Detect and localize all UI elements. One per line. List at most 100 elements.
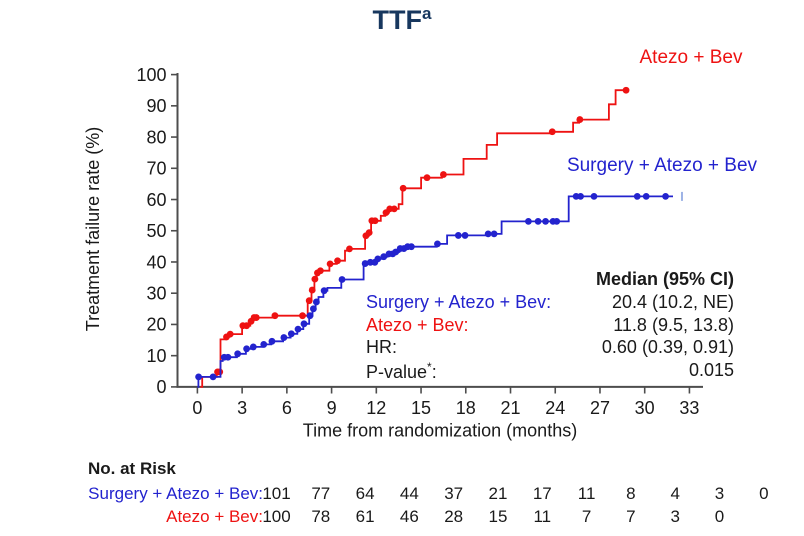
y-tick-label: 100 [136, 65, 166, 85]
risk-cell: 78 [311, 507, 331, 526]
y-tick-label: 0 [156, 377, 166, 397]
event-dot-blue [268, 337, 276, 345]
event-dot-blue [642, 192, 650, 200]
x-tick-label: 21 [500, 398, 520, 418]
x-tick-label: 9 [327, 398, 337, 418]
event-dot-blue [577, 192, 584, 200]
y-tick-label: 10 [146, 346, 166, 366]
risk-cell: 7 [626, 507, 636, 526]
risk-cell: 3 [714, 484, 725, 503]
event-dot-blue [195, 373, 202, 381]
risk-table-title: No. at Risk [88, 459, 176, 478]
x-tick-label: 12 [366, 398, 386, 418]
risk-cell: 21 [488, 484, 508, 503]
y-axis-title: Treatment failure rate (%) [83, 127, 103, 331]
event-dot-blue [209, 373, 217, 381]
stats-row-value: 0.015 [688, 359, 734, 380]
x-tick-label: 18 [456, 398, 476, 418]
event-dot-blue [312, 298, 320, 306]
risk-cell: 17 [532, 484, 552, 503]
event-dot-blue [490, 230, 498, 238]
event-dot-red [271, 312, 279, 320]
event-dot-blue [633, 192, 641, 200]
risk-cell: 101 [262, 484, 291, 503]
event-dot-blue [434, 240, 441, 248]
risk-cell: 77 [311, 484, 331, 503]
event-dot-red [305, 297, 313, 305]
event-dot-blue [224, 353, 232, 361]
risk-cell: 11 [533, 507, 552, 526]
event-dot-blue [461, 232, 469, 239]
event-dot-blue [287, 330, 295, 338]
event-dot-red [622, 86, 630, 94]
event-dot-red [299, 312, 306, 320]
risk-cell: 64 [355, 484, 375, 503]
event-dot-red [252, 314, 260, 321]
risk-cell: 100 [262, 507, 291, 526]
event-dot-blue [525, 217, 532, 225]
stats-row-label: Atezo + Bev: [366, 314, 469, 335]
event-dot-red [226, 330, 234, 338]
x-axis-title: Time from randomization (months) [303, 421, 577, 441]
stats-row-label: HR: [366, 337, 397, 357]
event-dot-blue [534, 217, 542, 225]
x-tick-label: 27 [590, 398, 610, 418]
stats-row-value: 20.4 (10.2, NE) [611, 292, 734, 312]
event-dot-blue [553, 217, 561, 225]
event-dot-red [371, 217, 379, 225]
event-dot-red [365, 229, 373, 237]
event-dot-red [440, 171, 447, 178]
legend-surgery-atezo-bev: Surgery + Atezo + Bev [566, 155, 758, 176]
risk-cell: 15 [488, 507, 508, 526]
event-dot-blue [280, 334, 288, 341]
event-dot-red [390, 205, 398, 213]
event-dot-red [346, 245, 353, 253]
legend-atezo-bev: Atezo + Bev [639, 47, 743, 68]
event-dot-blue [320, 287, 328, 295]
stats-row-value: 0.60 (0.39, 0.91) [601, 337, 734, 357]
event-dot-blue [249, 343, 257, 351]
event-dot-blue [380, 253, 388, 261]
page-title: TTFa [0, 4, 804, 36]
risk-cell: 7 [581, 507, 592, 526]
y-tick-label: 50 [146, 221, 166, 241]
event-dot-red [243, 322, 251, 330]
event-dot-blue [260, 341, 268, 348]
risk-cell: 0 [714, 507, 725, 526]
risk-cell: 0 [759, 484, 769, 503]
risk-row-label: Surgery + Atezo + Bev: [88, 484, 263, 503]
event-dot-blue [300, 320, 308, 328]
stats-row-label: Surgery + Atezo + Bev: [366, 292, 552, 312]
stats-block: Median (95% CI) Surgery + Atezo + Bev: 20… [366, 269, 734, 382]
title-superscript: a [422, 4, 432, 23]
event-dot-red [308, 286, 316, 294]
event-dot-blue [374, 255, 382, 263]
x-tick-label: 15 [411, 398, 431, 418]
title-text: TTF [372, 5, 422, 35]
risk-cell: 3 [670, 507, 680, 526]
risk-cell: 8 [626, 484, 636, 503]
y-tick-label: 90 [146, 96, 166, 116]
event-dot-red [548, 128, 556, 136]
y-tick-label: 30 [146, 284, 166, 304]
stats-row: Atezo + Bev: 11.8 (9.5, 13.8) [366, 315, 734, 338]
event-dot-blue [243, 345, 251, 353]
x-tick-label: 6 [282, 398, 292, 418]
risk-cell: 11 [577, 484, 596, 503]
stats-row-value: 11.8 (9.5, 13.8) [613, 314, 734, 335]
event-dot-blue [590, 192, 598, 200]
stats-header: Median (95% CI) [595, 269, 734, 289]
risk-cell: 61 [355, 507, 375, 526]
x-tick-label: 33 [679, 398, 699, 418]
event-dot-blue [454, 232, 462, 239]
event-dot-blue [361, 260, 369, 267]
risk-cell: 44 [399, 484, 419, 503]
stats-row-label: P-value*: [366, 359, 437, 382]
x-tick-label: 0 [192, 398, 202, 418]
stats-row: Surgery + Atezo + Bev: 20.4 (10.2, NE) [366, 292, 734, 315]
x-tick-label: 30 [635, 398, 655, 418]
stats-rows: Surgery + Atezo + Bev: 20.4 (10.2, NE) Ate… [366, 292, 734, 382]
